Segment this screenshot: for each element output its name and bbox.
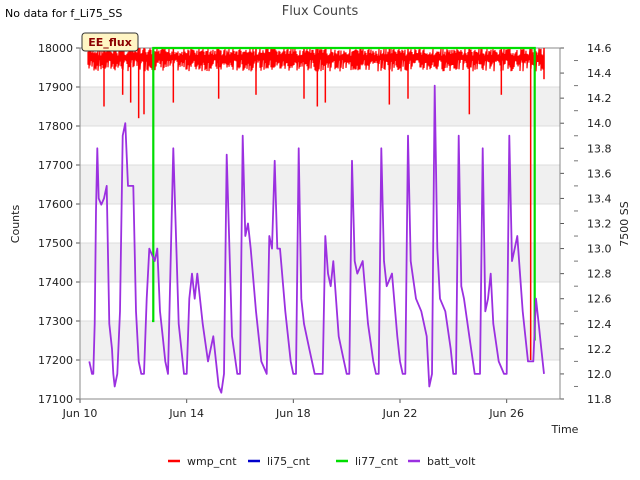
plot-band [80,126,560,165]
y2-tick-label: 11.8 [587,393,612,406]
x-tick-label: Jun 22 [382,407,418,420]
plot-band [80,321,560,360]
plot-band [80,165,560,204]
wmp-cnt-line [87,47,545,72]
y2-axis-label: 7500 SS [618,201,631,246]
legend-label-li75-cnt: li75_cnt [267,455,311,468]
x-tick-label: Jun 18 [275,407,311,420]
y2-tick-label: 12.4 [587,318,612,331]
y2-tick-label: 14.2 [587,92,612,105]
y-tick-label: 17500 [38,237,73,250]
y-tick-label: 17800 [38,120,73,133]
y-tick-label: 17300 [38,315,73,328]
legend-label-batt-volt: batt_volt [427,455,476,468]
y-tick-label: 17400 [38,276,73,289]
y-tick-label: 17600 [38,198,73,211]
batt-volt-line [88,84,545,394]
y2-tick-label: 13.0 [587,243,612,256]
y2-tick-label: 12.6 [587,293,612,306]
ee-flux-badge [81,32,139,52]
ee-flux-badge-label: EE_flux [88,36,132,49]
y2-tick-label: 12.2 [587,343,612,356]
y2-tick-label: 12.0 [587,368,612,381]
y2-tick-label: 12.8 [587,268,612,281]
legend-label-li77-cnt: li77_cnt [355,455,399,468]
no-data-note: No data for f_Li75_SS [5,7,123,20]
x-tick-label: Jun 26 [488,407,524,420]
y-tick-label: 17700 [38,159,73,172]
y2-tick-label: 13.2 [587,218,612,231]
plot-band [80,204,560,243]
y2-tick-label: 14.0 [587,117,612,130]
y2-tick-label: 13.8 [587,142,612,155]
x-tick-label: Jun 14 [168,407,204,420]
legend-label-wmp-cnt: wmp_cnt [187,455,237,468]
y2-tick-label: 14.4 [587,67,612,80]
y2-tick-label: 13.6 [587,167,612,180]
y2-tick-label: 14.6 [587,42,612,55]
x-tick-label: Jun 10 [62,407,98,420]
plot-band [80,360,560,399]
plot-band [80,243,560,282]
x-axis-label: Time [551,423,579,436]
y-tick-label: 17200 [38,354,73,367]
li77-cnt-line [152,46,536,341]
y2-tick-label: 13.4 [587,192,612,205]
chart-title: Flux Counts [282,4,359,19]
y-axis-label: Counts [9,205,22,244]
y-tick-label: 17100 [38,393,73,406]
y-tick-label: 18000 [38,42,73,55]
y-tick-label: 17900 [38,81,73,94]
plot-band [80,87,560,126]
